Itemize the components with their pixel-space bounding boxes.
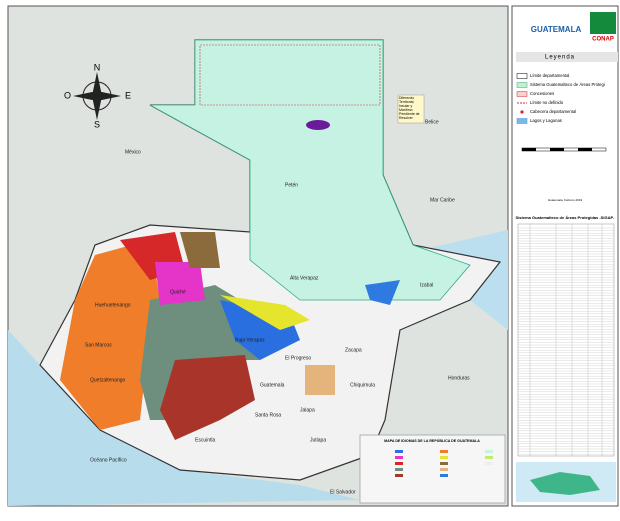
legend: Límite departamental Sistema Guatemalteco…: [516, 73, 605, 124]
legend-symbol: [516, 118, 528, 124]
dept-label: Chiquimula: [350, 382, 375, 388]
lang-magenta: [155, 262, 205, 305]
lang-darkred: [160, 355, 255, 440]
country-label: México: [125, 149, 141, 155]
lang-orange: [60, 240, 160, 430]
dept-label: Quetzaltenango: [90, 377, 126, 383]
dept-label: Santa Rosa: [255, 412, 281, 418]
table-frame: [517, 223, 615, 457]
dept-label: Huehuetenango: [95, 302, 131, 308]
inset: [359, 434, 506, 504]
legend-symbol: [516, 82, 528, 88]
lang-blue-east: [365, 280, 400, 305]
country-label: Mar Caribe: [430, 197, 455, 203]
dept-label: Alta Verapaz: [290, 275, 319, 281]
dept-label: Baja Verapaz: [235, 337, 265, 343]
compass-n: N: [94, 62, 101, 72]
dept-label: Guatemala: [260, 382, 285, 388]
legend-label: Límite departamental: [530, 73, 569, 78]
dept-label: Zacapa: [345, 347, 362, 353]
dept-label: Izabal: [420, 282, 433, 288]
lang-brown: [180, 232, 220, 268]
note: Diferendo Territorial, Insular y Marítim…: [399, 96, 420, 120]
lang-tan: [305, 365, 335, 395]
ocean: [8, 330, 360, 506]
note-text: Diferendo Territorial, Insular y Marítim…: [399, 96, 420, 120]
dept-label: Escuintla: [195, 437, 216, 443]
locator-land: [530, 472, 600, 495]
legend-label: Cabecera departamental: [530, 109, 576, 114]
scale-bar: [521, 147, 607, 152]
logo-right: CONAP: [592, 37, 614, 43]
country-label: El Salvador: [330, 489, 356, 495]
dept-label: Jutiapa: [310, 437, 326, 443]
logo-left: GUATEMALA: [531, 25, 582, 34]
legend-header: [516, 52, 618, 62]
dept-label: Petén: [285, 182, 298, 188]
country-label: Honduras: [448, 375, 470, 381]
legend-symbol: [516, 73, 528, 79]
compass-e: E: [125, 90, 131, 100]
legend-label: Límite no definido: [530, 100, 564, 105]
country-label: Belice: [425, 119, 439, 125]
table-title: Sistema Guatemalteco de Áreas Protegidas…: [516, 215, 616, 220]
legend-label: Sistema Guatemalteco de Áreas Protegi: [530, 82, 605, 87]
dept-label: Jalapa: [300, 407, 315, 413]
logo-right-icon: [590, 12, 616, 34]
country-label: Océano Pacífico: [90, 457, 127, 463]
sigap-table: [517, 223, 615, 457]
dept-label: Quiché: [170, 289, 186, 295]
inset-swatches: [395, 450, 493, 477]
lake: [306, 120, 330, 130]
compass: N S E O: [64, 62, 131, 129]
compass-o: O: [64, 90, 71, 100]
dept-label: San Marcos: [85, 342, 112, 348]
legend-symbol: [520, 110, 524, 114]
compass-s: S: [94, 119, 100, 129]
date: Guatemala, Febrero 2019: [548, 198, 583, 202]
legend-label: Concesiones: [530, 91, 554, 96]
note-box: [397, 94, 425, 124]
lang-yellow: [220, 295, 310, 330]
dept-label: El Progreso: [285, 355, 311, 361]
legend-symbol: [516, 91, 528, 97]
legend-label: Lagos y Lagunas: [530, 118, 562, 123]
concessions: [199, 44, 381, 106]
inset-title: MAPA DE IDIOMAS DE LA REPÚBLICA DE GUATE…: [384, 438, 480, 443]
legend-title: Leyenda: [545, 55, 575, 61]
